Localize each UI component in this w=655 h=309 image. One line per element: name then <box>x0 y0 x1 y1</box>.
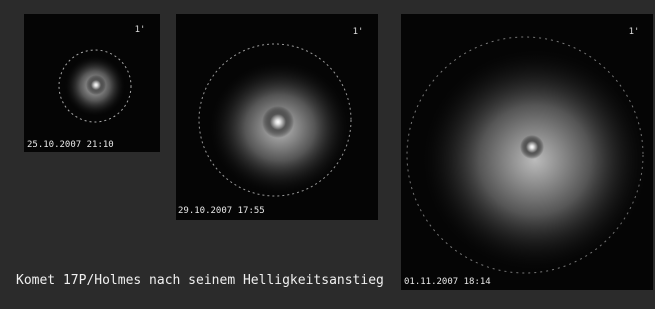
panel: 1' 01.11.2007 18:14 <box>401 14 653 290</box>
panel: 1' 25.10.2007 21:10 <box>24 14 160 152</box>
page: 1' 25.10.2007 21:10 1' 29.10.2007 17:55 … <box>0 0 655 309</box>
panel: 1' 29.10.2007 17:55 <box>176 14 378 220</box>
timestamp: 29.10.2007 17:55 <box>178 206 265 216</box>
nucleus <box>86 75 106 95</box>
coma <box>423 50 647 270</box>
timestamp: 01.11.2007 18:14 <box>404 277 491 287</box>
scale-label: 1' <box>135 25 146 35</box>
timestamp: 25.10.2007 21:10 <box>27 140 114 150</box>
scale-label: 1' <box>629 27 640 37</box>
nucleus <box>520 135 544 159</box>
composite-image: 1' 25.10.2007 21:10 1' 29.10.2007 17:55 … <box>0 0 655 309</box>
scale-label: 1' <box>353 27 364 37</box>
caption: Komet 17P/Holmes nach seinem Helligkeits… <box>16 273 384 288</box>
nucleus <box>262 106 294 138</box>
